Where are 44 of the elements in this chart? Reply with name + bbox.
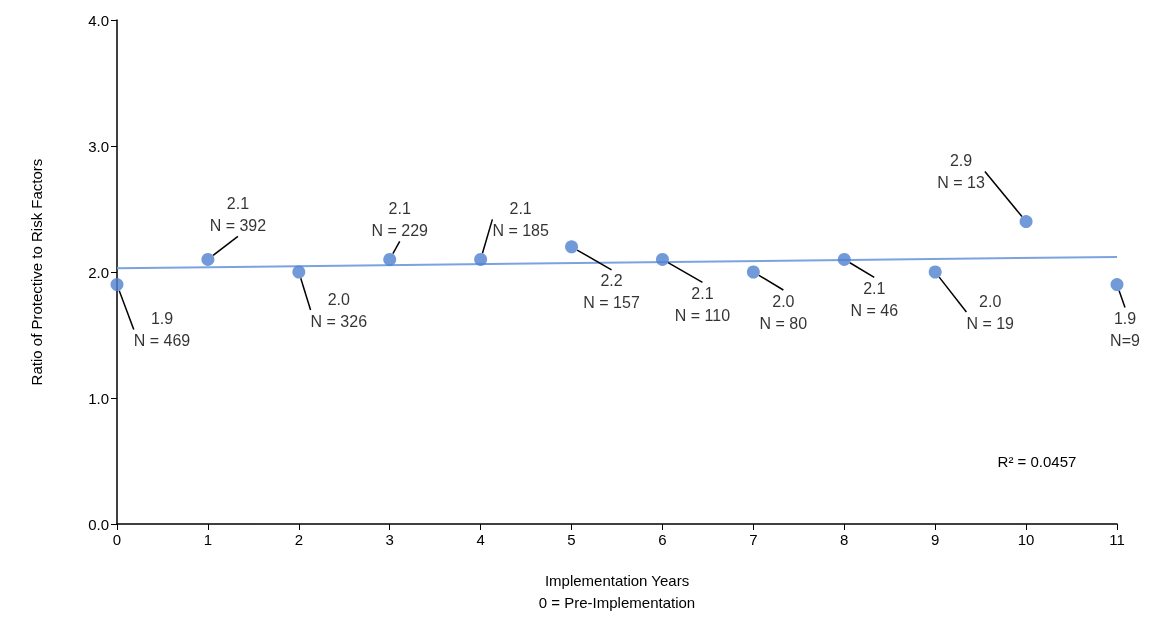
y-tick-label: 3.0 [88,137,109,155]
data-label: 2.1 N = 46 [850,279,899,319]
x-tick-label: 8 [840,531,849,548]
point [292,265,306,279]
annotation: R² = 0.0457 [997,453,1077,470]
point [1110,278,1124,292]
x-tick-label: 6 [658,531,667,548]
y-tick-label: 1.0 [88,389,109,407]
x-tick-label: 9 [931,531,940,548]
point [565,240,579,254]
data-label: 2.1 N = 229 [371,199,429,239]
x-tick-label: 7 [749,531,758,548]
data-label: 2.1 N = 110 [674,284,731,324]
data-label: 2.0 N = 19 [966,292,1015,332]
x-tick-label: 11 [1109,531,1125,548]
data-label: 2.0 N = 80 [759,292,808,332]
data-label: 2.1 N = 392 [209,194,267,234]
x-tick-label: 1 [203,531,213,548]
data-label: 2.0 N = 326 [310,290,368,330]
point [1019,215,1033,229]
point [383,252,397,266]
data-label: 2.2 N = 157 [583,272,640,312]
point [837,252,851,266]
x-tick-label: 3 [385,531,394,548]
data-label: 1.9 N=9 [1110,310,1140,350]
data-label: 2.9 N = 13 [937,152,985,192]
data-label: 1.9 N = 469 [133,310,191,350]
x-tick-label: 2 [294,531,303,548]
x-tick-label: 5 [567,531,576,548]
point [746,265,760,279]
x-tick-label: 0 [112,531,122,548]
y-tick-label: 0.0 [88,515,109,533]
x-axis-title: Implementation Years 0 = Pre-Implementation [538,571,696,611]
y-axis-title: Ratio of Protective to Risk Factors [27,158,45,386]
data-label: 2.1 N = 185 [492,199,549,239]
x-tick-label: 10 [1017,531,1035,548]
x-tick-label: 4 [476,531,485,548]
point [928,265,942,279]
point [201,252,215,266]
point [110,278,124,292]
point [474,252,488,266]
y-tick-label: 2.0 [88,263,109,281]
y-tick-label: 4.0 [88,11,109,29]
point [655,252,669,266]
